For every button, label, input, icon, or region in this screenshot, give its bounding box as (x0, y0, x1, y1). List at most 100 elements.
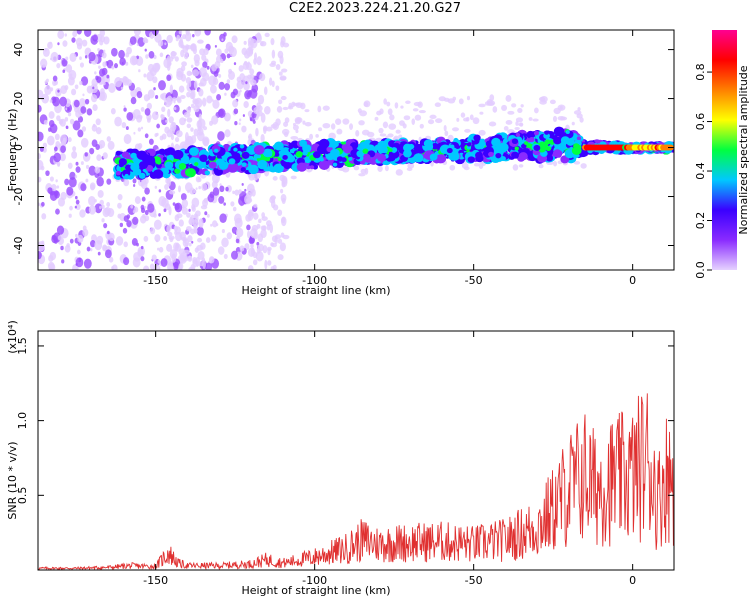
noise-cell (180, 94, 186, 100)
x-tick-label: 0 (629, 574, 636, 587)
noise-cell (215, 55, 222, 64)
noise-cell (266, 224, 271, 231)
band-cell (289, 148, 295, 153)
noise-cell (221, 237, 229, 248)
noise-cell (427, 119, 435, 125)
noise-cell (151, 111, 159, 120)
noise-cell (102, 81, 106, 86)
noise-cell (252, 212, 259, 220)
noise-cell (119, 57, 126, 66)
noise-cell (241, 125, 247, 133)
noise-cell (79, 209, 86, 218)
noise-cell (96, 154, 102, 161)
noise-cell (210, 223, 213, 227)
noise-cell (67, 107, 70, 111)
noise-cell (168, 206, 172, 216)
noise-cell (106, 202, 111, 207)
noise-cell (260, 134, 265, 143)
band-cell (283, 162, 291, 170)
band-cell (124, 173, 129, 178)
noise-cell (178, 30, 183, 35)
noise-cell (181, 199, 189, 208)
band-cell (413, 153, 424, 163)
band-cell (576, 136, 582, 141)
noise-cell (178, 248, 186, 256)
noise-cell (469, 114, 474, 121)
noise-cell (142, 265, 150, 270)
noise-cell (113, 63, 119, 69)
noise-cell (193, 223, 197, 234)
noise-cell (168, 190, 176, 195)
noise-cell (144, 48, 147, 52)
band-cell (514, 146, 519, 151)
noise-cell (419, 123, 424, 129)
noise-cell (123, 105, 126, 108)
noise-cell (226, 232, 233, 240)
noise-cell (180, 73, 187, 82)
bottom-y-axis-label: SNR (10 * v/v) (6, 441, 19, 519)
noise-cell (232, 190, 235, 195)
noise-cell (64, 117, 69, 122)
band-cell (545, 146, 552, 152)
noise-cell (243, 60, 248, 66)
band-cell (491, 137, 501, 147)
noise-cell (198, 185, 201, 190)
noise-cell (117, 213, 122, 219)
band-cell (239, 144, 245, 149)
noise-cell (59, 96, 68, 107)
x-tick-label: -150 (143, 274, 168, 287)
noise-cell (74, 84, 79, 90)
noise-cell (223, 253, 228, 260)
noise-cell (195, 256, 201, 267)
noise-cell (98, 65, 101, 69)
band-cell (332, 162, 338, 167)
noise-cell (64, 178, 70, 186)
noise-cell (125, 126, 129, 130)
noise-cell (281, 181, 286, 188)
noise-cell (44, 85, 52, 96)
band-cell (467, 137, 472, 142)
noise-cell (218, 73, 222, 78)
noise-cell (571, 121, 575, 126)
noise-cell (78, 98, 86, 108)
noise-cell (205, 262, 213, 270)
noise-cell (175, 37, 179, 42)
noise-cell (186, 106, 192, 114)
noise-cell (102, 207, 110, 218)
noise-cell (233, 108, 239, 115)
noise-cell (189, 91, 195, 100)
band-cell (164, 161, 174, 170)
noise-cell (226, 79, 231, 84)
snr-series-line (38, 393, 674, 570)
noise-cell (464, 128, 471, 133)
noise-cell (179, 36, 183, 47)
noise-cell (269, 223, 274, 234)
noise-cell (81, 126, 87, 132)
noise-cell (435, 118, 443, 124)
noise-cell (166, 243, 173, 252)
noise-cell (267, 248, 271, 256)
noise-cell (265, 126, 273, 132)
noise-cell (479, 111, 484, 115)
noise-cell (38, 152, 41, 160)
noise-cell (335, 118, 342, 125)
noise-cell (120, 86, 124, 90)
noise-cell (38, 176, 42, 183)
noise-cell (366, 131, 375, 138)
band-cell (518, 152, 528, 161)
noise-cell (271, 49, 276, 59)
noise-cell (341, 166, 350, 173)
noise-cell (60, 245, 64, 251)
noise-cell (41, 93, 50, 104)
noise-cell (198, 88, 204, 97)
noise-cell (171, 97, 177, 102)
noise-cell (80, 161, 84, 165)
noise-cell (57, 89, 60, 93)
noise-cell (153, 219, 162, 230)
noise-cell (388, 123, 397, 130)
noise-cell (202, 259, 206, 270)
noise-cell (236, 80, 244, 90)
band-cell (173, 149, 184, 160)
noise-cell (512, 164, 519, 171)
noise-cell (59, 152, 66, 162)
